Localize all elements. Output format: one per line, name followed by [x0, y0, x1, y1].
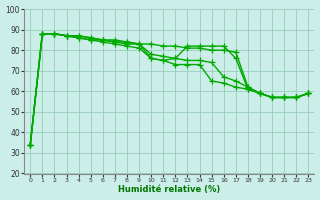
X-axis label: Humidité relative (%): Humidité relative (%) — [118, 185, 220, 194]
